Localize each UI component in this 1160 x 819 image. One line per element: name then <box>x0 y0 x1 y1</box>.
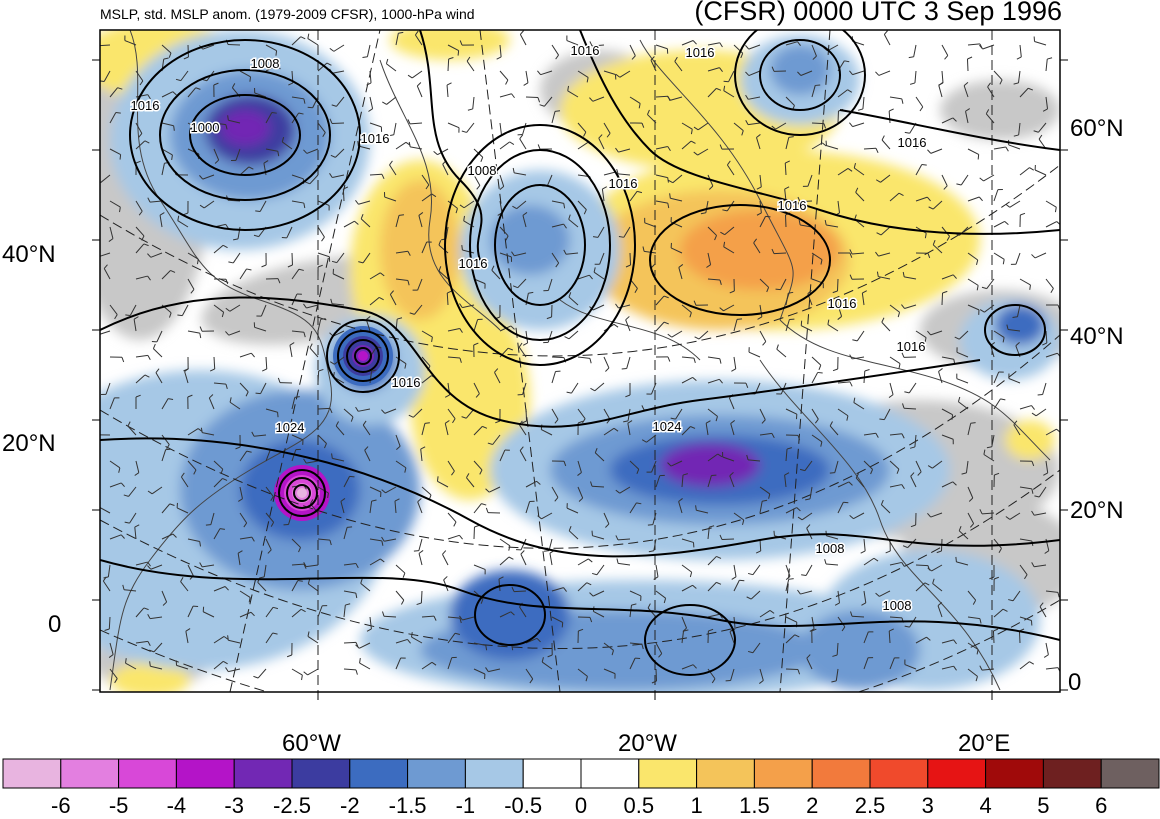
colorbar-tick-label: 2.5 <box>855 793 886 819</box>
colorbar-swatch <box>639 759 697 788</box>
colorbar-swatch <box>465 759 523 788</box>
colorbar-tick-label: -0.5 <box>504 793 542 819</box>
colorbar-tick-label: -3 <box>224 793 244 819</box>
colorbar-tick-label: -4 <box>167 793 187 819</box>
colorbar-swatch <box>812 759 870 788</box>
colorbar-tick-label: -2 <box>340 793 360 819</box>
colorbar-swatch <box>581 759 639 788</box>
colorbar-swatch <box>3 759 61 788</box>
colorbar-swatch <box>234 759 292 788</box>
colorbar-tick-label: 5 <box>1037 793 1049 819</box>
colorbar-tick-label: -2.5 <box>273 793 311 819</box>
colorbar-tick-label: 1.5 <box>739 793 770 819</box>
colorbar-tick-label: -5 <box>109 793 129 819</box>
colorbar-swatch <box>1101 759 1159 788</box>
colorbar-swatch <box>754 759 812 788</box>
colorbar-swatch <box>697 759 755 788</box>
colorbar-swatch <box>176 759 234 788</box>
colorbar-swatch <box>1043 759 1101 788</box>
colorbar-swatch <box>928 759 986 788</box>
colorbar-swatch <box>870 759 928 788</box>
colorbar-tick-label: -1 <box>456 793 476 819</box>
colorbar-swatch <box>523 759 581 788</box>
colorbar-swatch <box>986 759 1044 788</box>
colorbar-tick-label: -1.5 <box>389 793 427 819</box>
colorbar-tick-label: 1 <box>690 793 702 819</box>
colorbar-tick-label: 0.5 <box>624 793 655 819</box>
colorbar-tick-label: 2 <box>806 793 818 819</box>
colorbar-tick-label: -6 <box>51 793 71 819</box>
colorbar-swatch <box>119 759 177 788</box>
colorbar-swatch <box>350 759 408 788</box>
colorbar-swatch <box>61 759 119 788</box>
colorbar-swatch <box>292 759 350 788</box>
colorbar-tick-label: 3 <box>922 793 934 819</box>
colorbar-tick-label: 4 <box>979 793 991 819</box>
colorbar-tick-label: 0 <box>575 793 587 819</box>
colorbar-swatch <box>408 759 466 788</box>
colorbar-tick-label: 6 <box>1095 793 1107 819</box>
